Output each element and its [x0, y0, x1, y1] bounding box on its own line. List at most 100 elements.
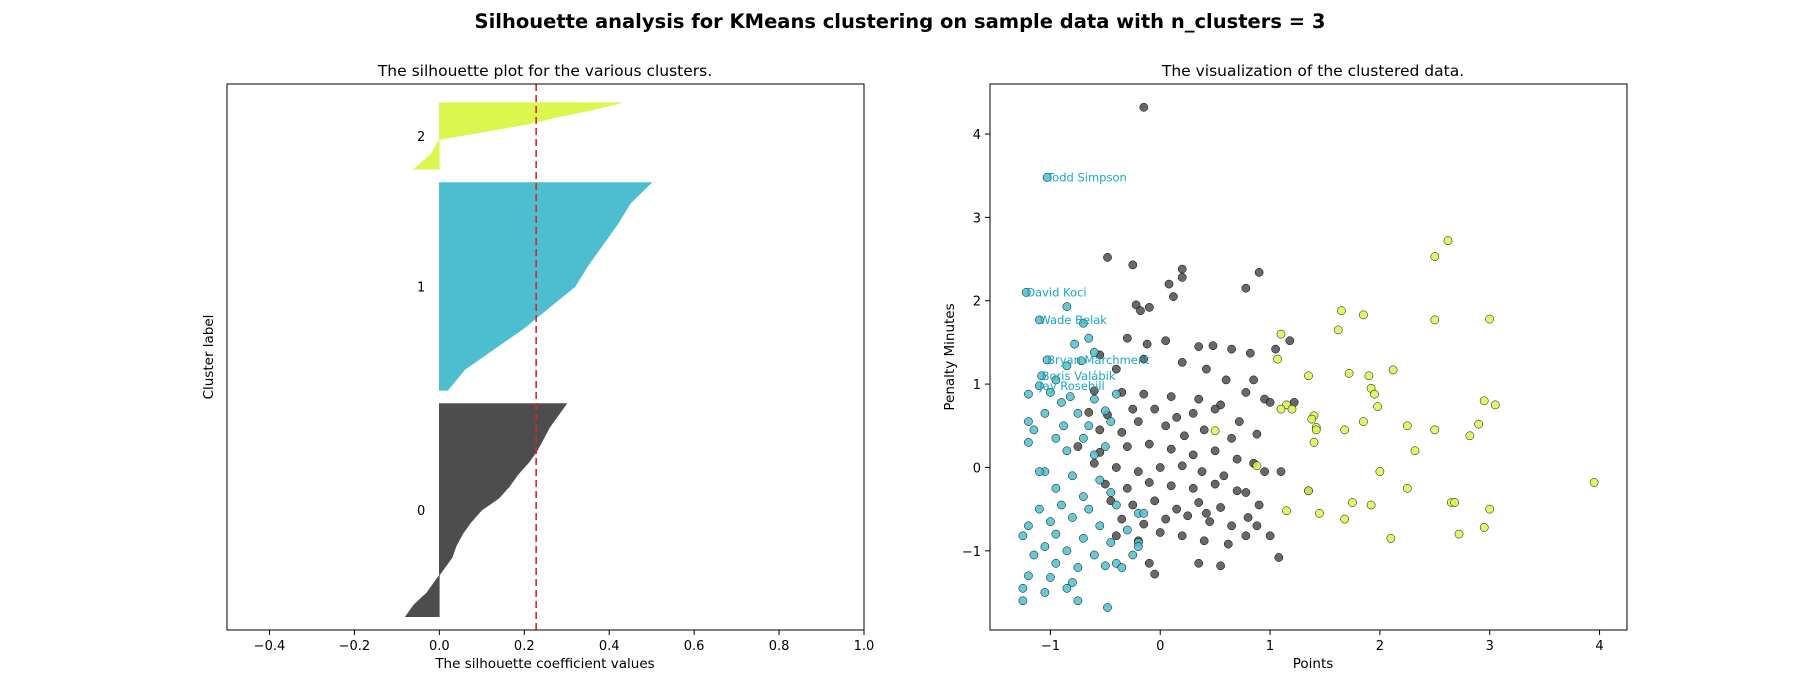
- scatter-point-cluster-1: [1084, 421, 1094, 431]
- scatter-point-cluster-0: [1252, 521, 1262, 531]
- scatter-point-cluster-1: [1029, 425, 1039, 435]
- scatter-point-cluster-0: [1210, 446, 1220, 456]
- silhouette-plot-frame: [226, 83, 865, 631]
- scatter-point-cluster-1: [1079, 433, 1088, 443]
- scatter-point-cluster-0: [1073, 442, 1083, 451]
- scatter-point-cluster-1: [1035, 381, 1044, 391]
- scatter-point-cluster-0: [1227, 433, 1236, 443]
- scatter-point-cluster-2: [1402, 483, 1412, 493]
- scatter-point-cluster-1: [1057, 398, 1066, 407]
- scatter-points: [1018, 102, 1599, 612]
- scatter-point-cluster-1: [1051, 375, 1061, 385]
- scatter-point-cluster-0: [1227, 344, 1236, 354]
- scatter-point-cluster-1: [1062, 361, 1072, 371]
- scatter-point-cluster-0: [1150, 496, 1160, 506]
- scatter-x-tick-label: −1: [1041, 639, 1060, 654]
- scatter-point-cluster-0: [1139, 354, 1149, 364]
- scatter-point-cluster-0: [1161, 336, 1171, 346]
- scatter-point-cluster-0: [1155, 528, 1165, 537]
- scatter-point-cluster-0: [1194, 394, 1204, 404]
- scatter-plot-frame: [989, 83, 1628, 631]
- scatter-point-cluster-0: [1136, 306, 1145, 316]
- scatter-point-cluster-0: [1177, 264, 1187, 274]
- scatter-point-cluster-1: [1079, 318, 1088, 328]
- scatter-annotations: Todd Simpson David Koci Wade Belak Bryan Ma…: [1026, 170, 1150, 392]
- scatter-point-cluster-1: [1089, 550, 1099, 560]
- scatter-point-cluster-0: [1172, 504, 1182, 514]
- scatter-point-cluster-2: [1479, 396, 1489, 406]
- scatter-point-cluster-0: [1188, 483, 1198, 493]
- scatter-point-cluster-2: [1333, 325, 1343, 335]
- scatter-point-cluster-0: [1210, 479, 1220, 489]
- scatter-point-cluster-0: [1117, 428, 1127, 437]
- scatter-y-ticks: −1 0 1 2 3 4: [962, 128, 990, 560]
- scatter-point-cluster-2: [1386, 533, 1396, 543]
- scatter-point-cluster-0: [1164, 279, 1174, 289]
- silhouette-y-axis-label: Cluster label: [201, 315, 217, 400]
- scatter-player-annotation: Wade Belak: [1039, 313, 1107, 327]
- scatter-point-cluster-1: [1100, 442, 1110, 451]
- scatter-point-cluster-0: [1219, 471, 1229, 481]
- scatter-point-cluster-0: [1180, 431, 1189, 441]
- scatter-point-cluster-0: [1177, 358, 1187, 367]
- scatter-point-cluster-0: [1194, 342, 1204, 351]
- scatter-point-cluster-0: [1241, 531, 1251, 541]
- scatter-point-cluster-2: [1340, 425, 1350, 435]
- silhouette-x-tick-label: −0.2: [339, 639, 371, 654]
- scatter-point-cluster-2: [1485, 504, 1495, 514]
- scatter-point-cluster-0: [1111, 531, 1121, 541]
- silhouette-cluster-0-fill: [404, 403, 568, 617]
- scatter-point-cluster-2: [1589, 478, 1599, 487]
- scatter-player-annotation: Jay Rosehill: [1038, 379, 1104, 393]
- scatter-point-cluster-0: [1216, 561, 1225, 571]
- silhouette-cluster-1-fill: [439, 182, 653, 391]
- scatter-point-cluster-2: [1430, 315, 1440, 325]
- scatter-point-cluster-0: [1172, 413, 1182, 422]
- silhouette-cluster-fills: [404, 102, 653, 617]
- scatter-point-cluster-1: [1046, 388, 1055, 397]
- scatter-point-cluster-2: [1273, 354, 1283, 364]
- scatter-point-cluster-0: [1150, 569, 1160, 579]
- scatter-point-cluster-0: [1131, 300, 1141, 310]
- scatter-point-cluster-0: [1144, 478, 1154, 487]
- scatter-point-cluster-0: [1089, 458, 1099, 468]
- scatter-point-cluster-1: [1106, 417, 1116, 426]
- scatter-point-cluster-2: [1304, 486, 1313, 496]
- scatter-point-cluster-2: [1315, 508, 1324, 518]
- scatter-point-cluster-1: [1024, 438, 1033, 447]
- scatter-point-cluster-2: [1282, 506, 1291, 516]
- scatter-point-cluster-2: [1337, 306, 1346, 316]
- scatter-point-cluster-2: [1388, 365, 1398, 375]
- scatter-point-cluster-2: [1375, 467, 1385, 476]
- scatter-point-cluster-1: [1059, 421, 1068, 431]
- scatter-point-cluster-0: [1276, 467, 1286, 476]
- scatter-point-cluster-1: [1084, 333, 1094, 343]
- scatter-player-annotation: Bryan Marchment: [1047, 353, 1150, 367]
- scatter-point-cluster-0: [1177, 273, 1187, 282]
- scatter-point-cluster-0: [1254, 500, 1264, 510]
- scatter-point-cluster-1: [1018, 531, 1028, 541]
- scatter-point-cluster-2: [1364, 371, 1374, 381]
- scatter-point-cluster-1: [1035, 315, 1044, 325]
- scatter-point-cluster-0: [1194, 498, 1204, 507]
- scatter-point-cluster-0: [1161, 514, 1171, 524]
- scatter-point-cluster-2: [1307, 414, 1317, 424]
- scatter-point-cluster-1: [1035, 504, 1044, 514]
- scatter-point-cluster-0: [1133, 467, 1143, 476]
- scatter-point-cluster-0: [1241, 488, 1251, 497]
- scatter-point-cluster-1: [1089, 394, 1099, 404]
- scatter-x-tick-label: 1: [1266, 639, 1274, 654]
- scatter-y-tick-label: 3: [973, 211, 981, 226]
- silhouette-cluster-label: 2: [417, 130, 425, 145]
- scatter-point-cluster-1: [1073, 596, 1083, 606]
- scatter-point-cluster-0: [1208, 341, 1218, 351]
- scatter-point-cluster-0: [1188, 450, 1198, 460]
- scatter-player-annotation: Todd Simpson: [1046, 170, 1127, 184]
- scatter-y-tick-label: 4: [973, 128, 981, 143]
- scatter-point-cluster-1: [1079, 533, 1088, 543]
- scatter-point-cluster-1: [1018, 583, 1028, 593]
- scatter-point-cluster-0: [1139, 102, 1149, 112]
- scatter-player-annotation: David Koci: [1026, 285, 1086, 299]
- scatter-point-cluster-1: [1068, 513, 1077, 522]
- scatter-x-tick-label: 0: [1156, 639, 1164, 654]
